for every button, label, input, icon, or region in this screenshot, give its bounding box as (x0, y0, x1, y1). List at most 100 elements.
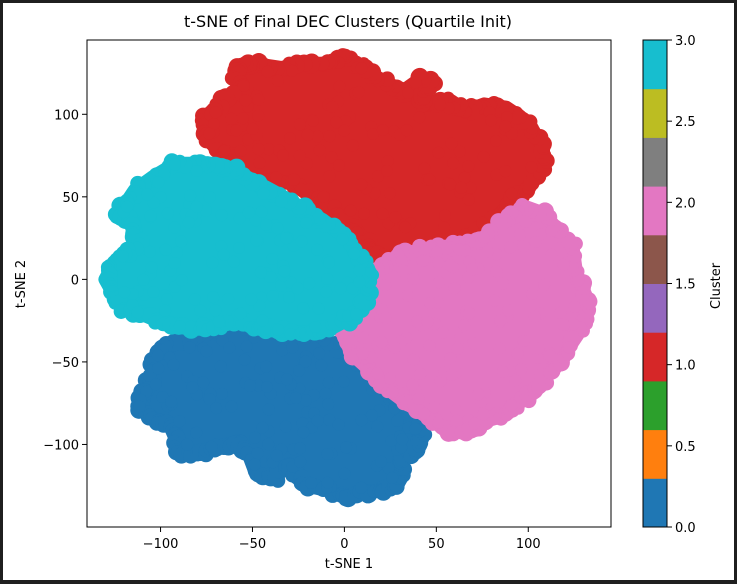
cluster-3-point (264, 271, 277, 283)
colorbar-tick-label: 0.0 (675, 521, 696, 536)
cluster-0-point (294, 455, 307, 468)
cluster-3-point (207, 291, 220, 304)
cluster-3-point (217, 248, 230, 261)
cluster-0-point (262, 438, 275, 451)
cluster-2-point (451, 342, 464, 355)
cluster-1-point (271, 74, 284, 87)
cluster-3-point (147, 286, 160, 298)
cluster-0-point (396, 433, 409, 446)
cluster-3-point (280, 232, 293, 245)
cluster-0-point (270, 449, 283, 462)
cluster-3-point (118, 286, 131, 299)
cluster-2-point (544, 349, 556, 362)
cluster-3-point (297, 302, 310, 315)
cluster-0-point (260, 360, 273, 373)
figure-canvas: t-SNE of Final DEC Clusters (Quartile In… (3, 3, 734, 580)
cluster-3-point (300, 217, 313, 229)
tsne-scatter-chart: t-SNE of Final DEC Clusters (Quartile In… (14, 12, 724, 572)
cluster-1-point (453, 145, 466, 158)
cluster-0-point (355, 481, 368, 494)
cluster-0-point (238, 353, 251, 366)
cluster-1-point (325, 151, 338, 164)
cluster-2-point (472, 388, 485, 401)
cluster-0-point (322, 376, 335, 389)
y-tick-label: 0 (71, 273, 79, 288)
cluster-2-point (511, 347, 524, 360)
cluster-0-point (133, 400, 146, 413)
cluster-3-point (234, 307, 247, 320)
cluster-0-point (261, 381, 273, 393)
cluster-3-point (209, 304, 222, 317)
cluster-2-point (490, 265, 503, 278)
cluster-0-point (210, 402, 223, 415)
cluster-1-point (462, 160, 475, 173)
cluster-1-point (286, 64, 299, 77)
cluster-0-point (315, 359, 328, 372)
cluster-1-point (225, 112, 238, 125)
cluster-2-point (532, 342, 545, 355)
cluster-0-point (200, 345, 213, 358)
cluster-1-point (208, 118, 220, 130)
cluster-3-point (159, 304, 172, 317)
cluster-1-point (261, 65, 274, 78)
cluster-2-point (445, 369, 458, 381)
cluster-1-point (376, 124, 389, 136)
cluster-1-point (339, 115, 352, 128)
cluster-1-point (252, 143, 265, 156)
cluster-1-point (358, 207, 370, 220)
cluster-3-point (255, 205, 268, 218)
cluster-3-point (215, 209, 228, 222)
colorbar-segment (643, 332, 667, 382)
cluster-3-point (169, 158, 181, 171)
cluster-3-point (275, 195, 288, 208)
plot-frame (86, 39, 612, 528)
colorbar-segment (643, 137, 667, 187)
cluster-3-point (312, 302, 325, 315)
cluster-1-point (355, 62, 368, 75)
cluster-0-point (319, 387, 332, 400)
cluster-1-point (383, 187, 396, 200)
cluster-3-point (311, 243, 324, 256)
colorbar-segment (643, 186, 667, 236)
cluster-2-point (432, 256, 444, 269)
cluster-1-point (455, 181, 468, 194)
cluster-3-points (98, 153, 380, 343)
cluster-0-point (386, 471, 399, 484)
cluster-1-point (485, 114, 498, 127)
cluster-0-point (248, 458, 261, 471)
cluster-3-point (323, 256, 335, 269)
cluster-0-point (391, 414, 404, 427)
cluster-2-point (371, 367, 384, 380)
cluster-1-point (444, 178, 457, 191)
cluster-3-point (336, 233, 349, 246)
cluster-1-point (409, 76, 422, 89)
cluster-1-point (253, 156, 266, 169)
colorbar-tick-label: 2.0 (675, 196, 696, 211)
cluster-1-point (381, 155, 394, 168)
cluster-2-point (458, 319, 471, 332)
cluster-1-point (333, 80, 346, 93)
cluster-0-point (355, 414, 368, 427)
cluster-3-point (320, 286, 333, 298)
x-tick-label: 0 (340, 537, 348, 552)
cluster-1-point (311, 130, 324, 143)
cluster-2-point (375, 336, 388, 349)
cluster-1-point (323, 170, 336, 183)
cluster-3-point (152, 176, 165, 189)
cluster-1-point (367, 128, 380, 140)
cluster-0-point (205, 440, 218, 453)
cluster-1-point (293, 149, 306, 162)
cluster-0-point (149, 378, 162, 391)
cluster-1-point (501, 111, 513, 124)
cluster-1-point (338, 124, 351, 137)
cluster-2-point (432, 417, 445, 429)
cluster-3-point (161, 293, 173, 306)
cluster-3-point (353, 275, 366, 288)
cluster-1-point (464, 181, 477, 194)
cluster-2-point (450, 404, 463, 417)
cluster-2-point (396, 264, 409, 277)
cluster-2-point (418, 407, 431, 420)
cluster-1-point (237, 79, 250, 92)
cluster-2-point (406, 378, 419, 391)
cluster-2-point (444, 259, 456, 272)
